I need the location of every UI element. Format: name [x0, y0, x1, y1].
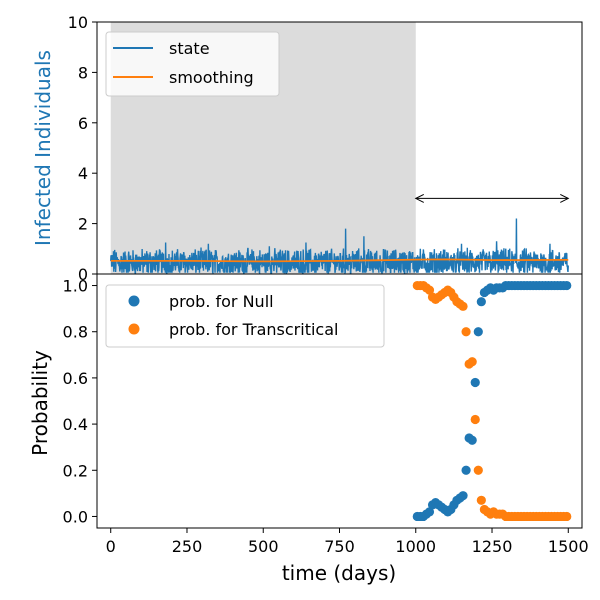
transcritical-prob-point	[461, 327, 471, 337]
bottom-y-tick-label: 0.6	[63, 369, 88, 388]
legend-label-smoothing: smoothing	[169, 68, 254, 87]
top-y-tick-label: 4	[78, 164, 88, 183]
transcritical-prob-point	[467, 357, 477, 367]
top-y-tick-label: 2	[78, 215, 88, 234]
null-prob-point	[467, 435, 477, 445]
transcritical-prob-point	[562, 511, 572, 522]
null-prob-point	[473, 327, 483, 337]
top-y-tick-label: 10	[68, 13, 88, 32]
transcritical-prob-point	[458, 301, 468, 311]
legend-marker-null	[128, 295, 140, 307]
bottom-x-tick-label: 1250	[472, 537, 513, 556]
null-prob-point	[424, 507, 435, 517]
top-y-ticks: 0 2 4 6 8 10	[68, 13, 97, 284]
bottom-y-axis-label: Probability	[28, 350, 52, 456]
top-legend: state smoothing	[105, 31, 280, 97]
legend-label-transcritical: prob. for Transcritical	[169, 320, 338, 339]
bottom-x-ticks: 0 250 500 750 1000 1250 1500	[106, 528, 589, 556]
top-y-tick-label: 8	[78, 63, 88, 82]
bottom-x-tick-label: 500	[248, 537, 279, 556]
top-arrow-head-right	[560, 193, 570, 203]
bottom-panel: 0.0 0.2 0.4 0.6 0.8 1.0 0 250 500 750 1000 1250 150…	[28, 273, 589, 585]
top-panel: 0 2 4 6 8 10 Infected Individuals state smoot…	[31, 13, 583, 284]
bottom-legend: prob. for Null prob. for Transcritical	[105, 284, 385, 348]
transcritical-prob-point	[424, 285, 435, 295]
transcritical-prob-point	[470, 414, 480, 425]
bottom-y-ticks: 0.0 0.2 0.4 0.6 0.8 1.0	[63, 277, 97, 526]
top-arrow	[414, 193, 570, 203]
legend-label-state: state	[169, 39, 210, 58]
bottom-y-tick-label: 0.2	[63, 461, 88, 480]
bottom-x-tick-label: 1500	[548, 537, 589, 556]
top-arrow-head-left	[414, 193, 424, 203]
null-prob-point	[562, 280, 572, 291]
bottom-scatter-points	[412, 280, 572, 522]
bottom-y-tick-label: 0.8	[63, 323, 88, 342]
top-y-axis-label: Infected Individuals	[31, 50, 55, 246]
bottom-y-tick-label: 0.4	[63, 415, 88, 434]
legend-marker-transcritical	[128, 323, 140, 335]
top-y-tick-label: 0	[78, 265, 88, 284]
null-prob-point	[470, 377, 480, 388]
bottom-x-tick-label: 750	[324, 537, 355, 556]
bottom-x-axis-label: time (days)	[282, 561, 396, 585]
transcritical-prob-point	[473, 465, 483, 475]
null-prob-point	[476, 297, 486, 307]
bottom-x-tick-label: 0	[106, 537, 116, 556]
transcritical-prob-point	[476, 495, 486, 505]
bottom-y-tick-label: 0.0	[63, 507, 88, 526]
bottom-legend-box	[105, 284, 385, 348]
bottom-x-tick-label: 250	[172, 537, 203, 556]
top-smoothing-line	[110, 258, 569, 263]
top-state-line	[110, 218, 569, 274]
top-y-tick-label: 6	[78, 114, 88, 133]
legend-label-null: prob. for Null	[169, 292, 274, 311]
null-prob-point	[461, 465, 471, 475]
bottom-x-tick-label: 1000	[395, 537, 436, 556]
null-prob-point	[458, 491, 468, 501]
bottom-y-tick-label: 1.0	[63, 277, 88, 296]
